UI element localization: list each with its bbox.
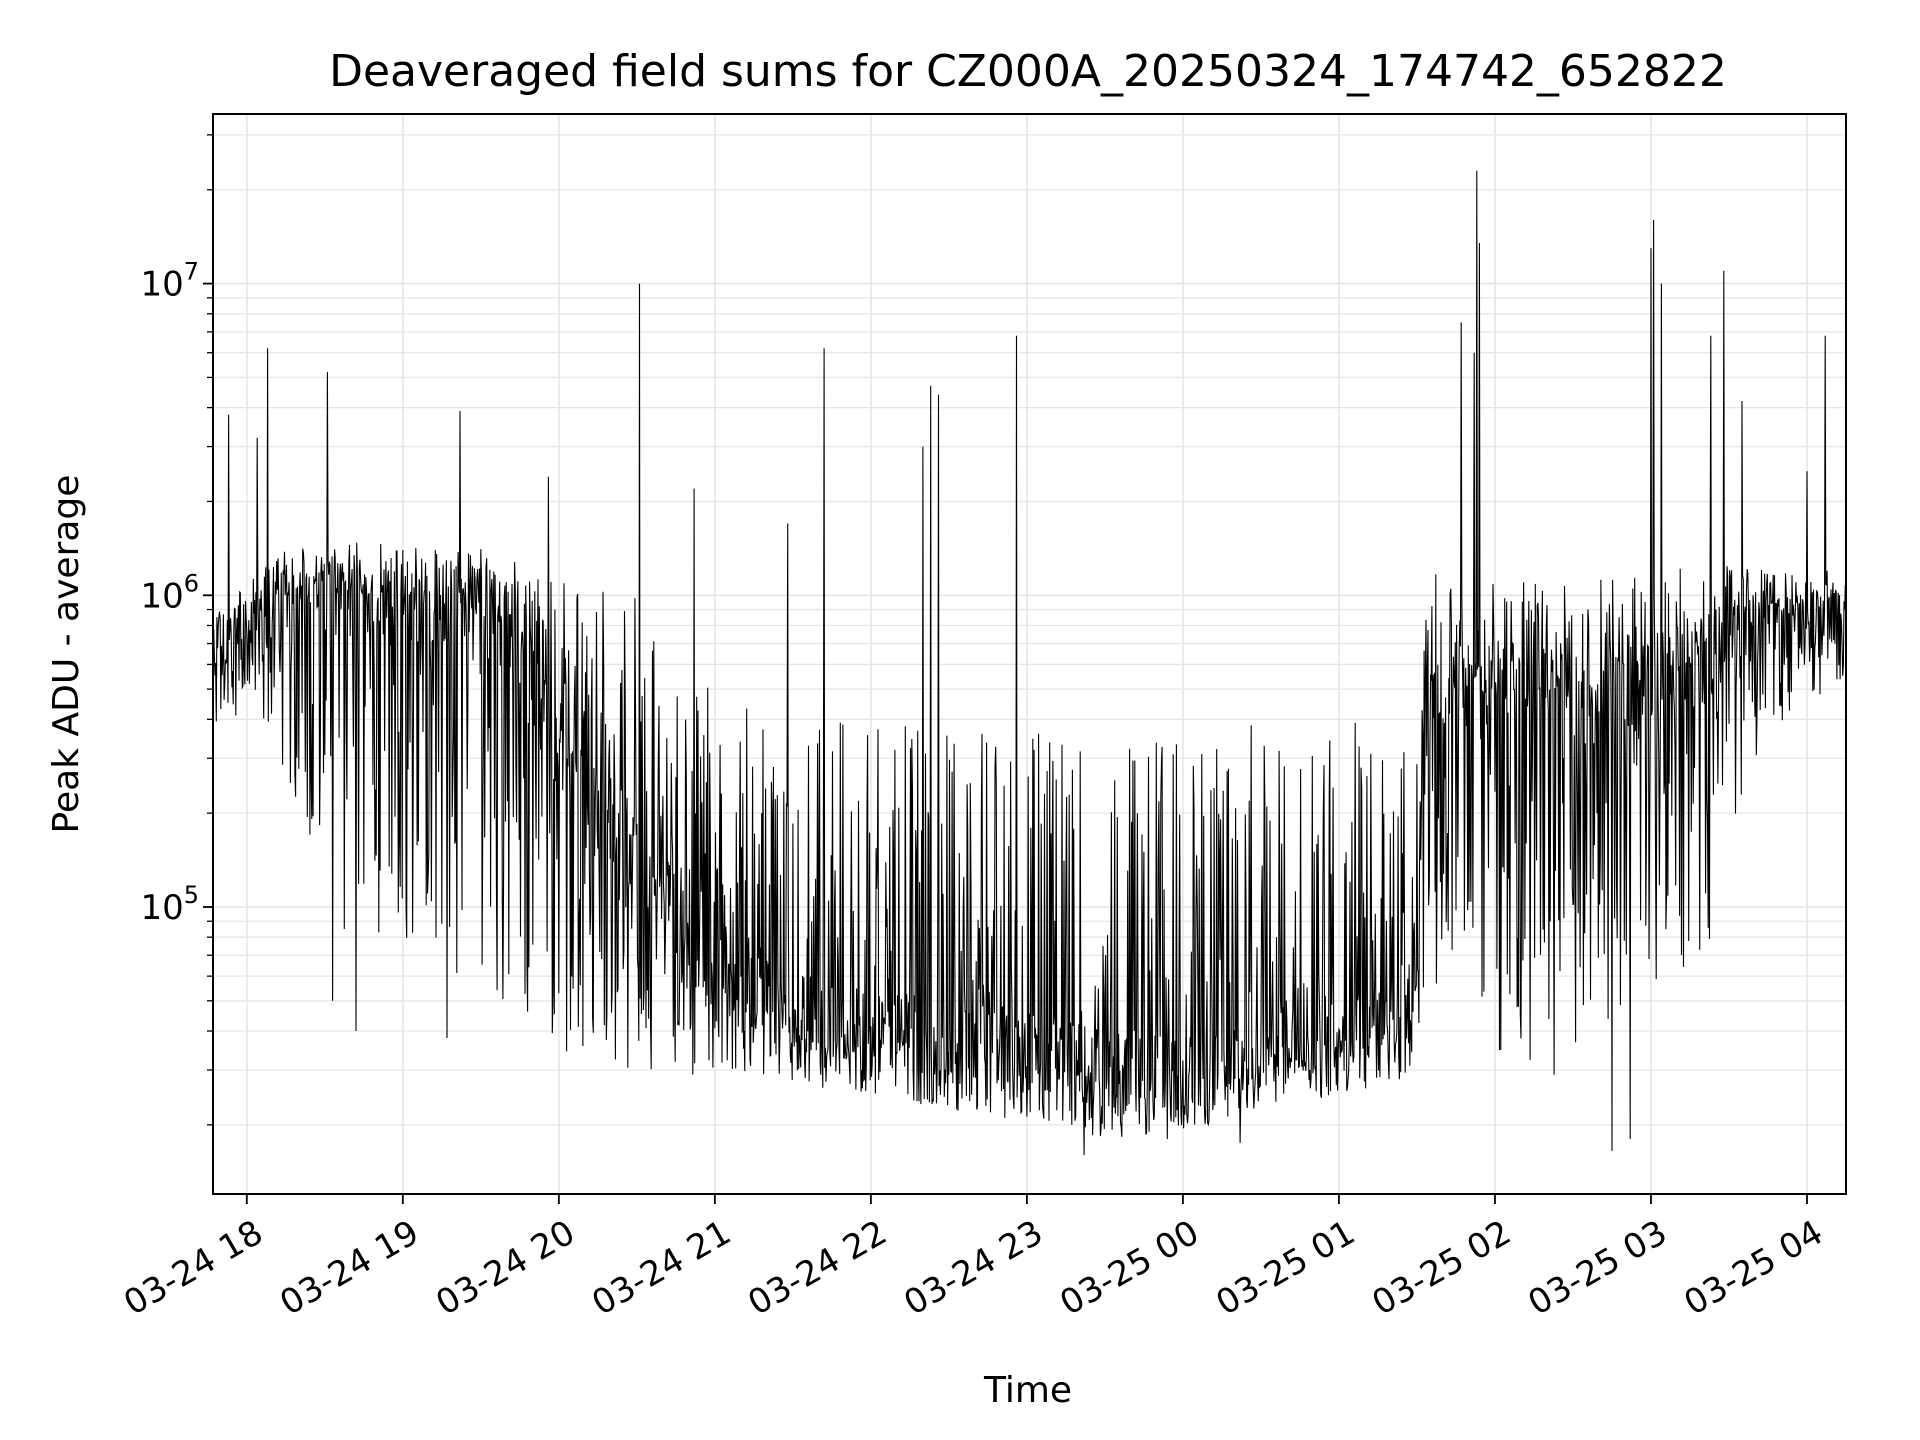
data-line <box>212 170 1847 1156</box>
x-tick-label: 03-24 22 <box>741 1213 893 1324</box>
plot-area-frame <box>212 113 1847 1195</box>
x-axis-label: Time <box>983 1370 1072 1411</box>
series-line <box>212 170 1847 1156</box>
y-tick-label: 107 <box>140 258 199 305</box>
y-axis-label: Peak ADU - average <box>46 475 87 834</box>
x-tick-label: 03-24 20 <box>429 1213 581 1324</box>
y-axis-ticks: 105 106 107 <box>140 134 213 1126</box>
x-tick-label: 03-25 01 <box>1209 1213 1361 1324</box>
y-tick-label: 106 <box>140 569 199 616</box>
x-tick-label: 03-25 00 <box>1053 1213 1205 1324</box>
y-tick-label: 105 <box>140 881 199 928</box>
x-tick-label: 03-25 03 <box>1521 1213 1673 1324</box>
x-tick-label: 03-24 23 <box>897 1213 1049 1324</box>
x-tick-label: 03-25 04 <box>1678 1213 1830 1324</box>
chart-title: Deaveraged field sums for CZ000A_2025032… <box>329 46 1727 97</box>
x-tick-label: 03-24 19 <box>273 1213 425 1324</box>
x-tick-label: 03-25 02 <box>1365 1213 1517 1324</box>
x-tick-label: 03-24 21 <box>585 1213 737 1324</box>
x-axis-ticks: 03-24 18 03-24 19 03-24 20 03-24 21 03-24 22… <box>117 1194 1830 1324</box>
x-tick-label: 03-24 18 <box>117 1213 269 1324</box>
